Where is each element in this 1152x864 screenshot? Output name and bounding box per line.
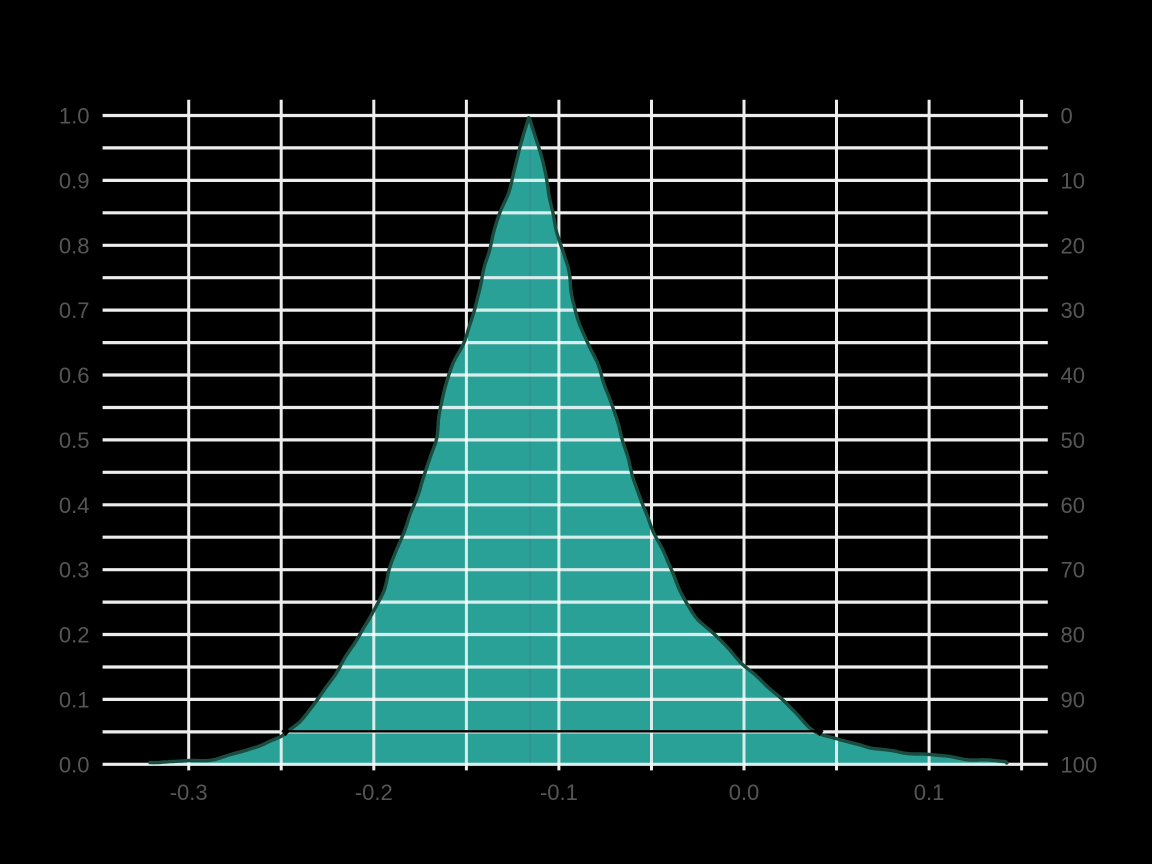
svg-text:90: 90 — [1061, 687, 1085, 712]
svg-text:-0.3: -0.3 — [170, 780, 208, 805]
svg-text:0.3: 0.3 — [59, 558, 90, 583]
svg-text:10: 10 — [1061, 168, 1085, 193]
svg-text:0: 0 — [1061, 104, 1073, 129]
svg-text:0.9: 0.9 — [59, 168, 90, 193]
svg-text:30: 30 — [1061, 298, 1085, 323]
svg-text:0.8: 0.8 — [59, 233, 90, 258]
svg-text:70: 70 — [1061, 558, 1085, 583]
svg-text:0.2: 0.2 — [59, 623, 90, 648]
svg-text:0.1: 0.1 — [914, 780, 945, 805]
svg-text:50: 50 — [1061, 428, 1085, 453]
svg-text:0.0: 0.0 — [59, 752, 90, 777]
svg-text:-0.2: -0.2 — [355, 780, 393, 805]
svg-text:1.0: 1.0 — [59, 104, 90, 129]
svg-text:80: 80 — [1061, 623, 1085, 648]
svg-text:0.1: 0.1 — [59, 687, 90, 712]
svg-text:40: 40 — [1061, 363, 1085, 388]
svg-text:0.6: 0.6 — [59, 363, 90, 388]
svg-text:100: 100 — [1061, 752, 1098, 777]
svg-text:0.7: 0.7 — [59, 298, 90, 323]
svg-text:-0.1: -0.1 — [540, 780, 578, 805]
svg-text:0.4: 0.4 — [59, 493, 90, 518]
svg-text:60: 60 — [1061, 493, 1085, 518]
svg-text:0.0: 0.0 — [729, 780, 760, 805]
svg-text:20: 20 — [1061, 233, 1085, 258]
svg-text:0.5: 0.5 — [59, 428, 90, 453]
